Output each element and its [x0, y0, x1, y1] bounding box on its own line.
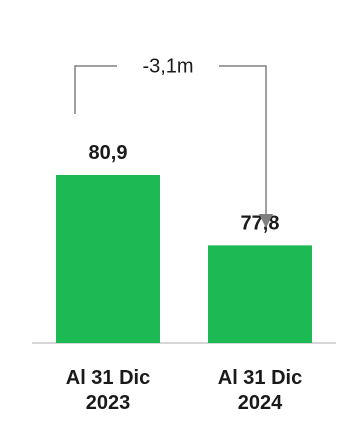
bar-0	[56, 174, 160, 343]
bars-group	[56, 174, 312, 343]
value-label-0: 80,9	[89, 142, 128, 164]
difference-label-box	[117, 49, 219, 83]
difference-annotation: -3,1m	[74, 49, 273, 228]
difference-label: -3,1m	[142, 55, 193, 77]
arrow-down-icon	[259, 214, 273, 228]
bar-1	[208, 245, 312, 343]
category-label-0: Al 31 Dic 2023	[66, 367, 150, 414]
category-label-1: Al 31 Dic 2024	[218, 367, 302, 414]
